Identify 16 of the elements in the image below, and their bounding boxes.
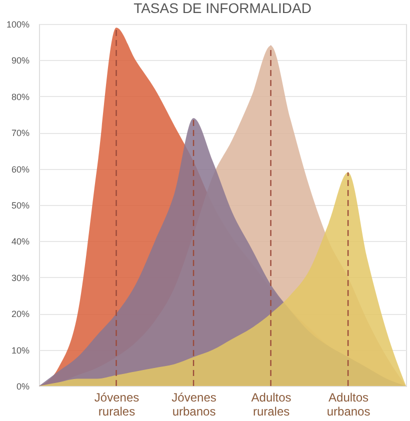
y-tick-label: 50% xyxy=(11,200,30,210)
y-tick-label: 20% xyxy=(11,309,30,320)
y-tick-label: 90% xyxy=(11,56,30,66)
y-tick-label: 0% xyxy=(16,382,30,392)
y-tick-label: 60% xyxy=(11,164,30,174)
x-tick-label: Jóvenes urbanos xyxy=(172,390,216,418)
y-tick-label: 70% xyxy=(11,128,30,138)
y-tick-label: 40% xyxy=(11,236,30,247)
x-tick-label: Jóvenes rurales xyxy=(94,390,140,418)
y-tick-label: 10% xyxy=(11,345,30,356)
x-tick-label: Adultos rurales xyxy=(251,390,292,418)
x-tick-label: Adultos urbanos xyxy=(326,390,370,418)
chart-title: TASAS DE INFORMALIDAD xyxy=(134,0,312,16)
y-tick-label: 80% xyxy=(11,92,30,102)
y-tick-label: 100% xyxy=(6,20,30,30)
y-tick-label: 30% xyxy=(11,272,30,283)
